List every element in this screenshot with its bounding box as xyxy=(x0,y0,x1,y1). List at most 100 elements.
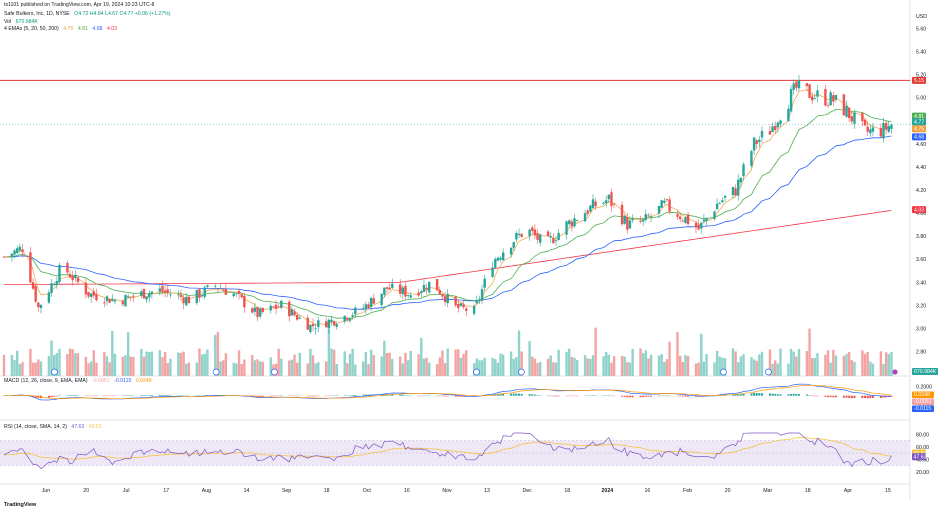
volume-bar xyxy=(890,351,893,376)
candle-body xyxy=(39,304,43,309)
candle-body xyxy=(372,298,375,304)
candle-body xyxy=(214,285,217,287)
macd-histogram-bar xyxy=(845,395,848,398)
volume-bar xyxy=(50,340,53,376)
volume-bar xyxy=(758,354,761,376)
volume-bar xyxy=(76,353,80,376)
candle-body xyxy=(861,112,864,122)
candle-body xyxy=(501,252,505,261)
rsi-ma-line xyxy=(3,437,892,460)
volume-bar xyxy=(557,349,560,376)
price-tag xyxy=(912,112,926,120)
volume-bar xyxy=(509,351,513,376)
macd-histogram-bar xyxy=(314,395,317,397)
volume-bar xyxy=(853,361,856,376)
volume-bar xyxy=(808,328,811,376)
macd-histogram-bar xyxy=(824,395,827,397)
macd-histogram-bar xyxy=(354,394,357,396)
candle-body xyxy=(805,83,809,87)
volume-bar xyxy=(721,357,724,376)
candle-body xyxy=(417,292,420,296)
volume-bar xyxy=(288,360,291,376)
signal-line xyxy=(4,384,892,400)
macd-histogram-bar xyxy=(520,393,523,396)
macd-histogram-bar xyxy=(380,394,383,396)
candle-body xyxy=(607,194,611,200)
macd-histogram-bar xyxy=(864,395,867,399)
macd-histogram-bar xyxy=(771,393,774,396)
volume-bar xyxy=(16,350,19,376)
candle-body xyxy=(406,295,410,296)
macd-histogram-bar xyxy=(150,395,153,396)
candle-body xyxy=(811,96,814,101)
candle-body xyxy=(272,306,275,308)
volume-bar xyxy=(398,356,402,376)
macd-histogram-bar xyxy=(348,395,351,396)
candle-body xyxy=(84,282,88,295)
macd-histogram-bar xyxy=(768,393,771,396)
candle-body xyxy=(575,220,579,222)
macd-tag xyxy=(912,398,934,405)
price-tick-label: 3.40 xyxy=(916,280,926,286)
volume-bar xyxy=(409,350,412,376)
macd-histogram-bar xyxy=(787,394,790,396)
candle-body xyxy=(243,295,246,308)
macd-histogram-bar xyxy=(34,395,37,398)
candle-body xyxy=(869,129,872,134)
candle-body xyxy=(457,303,460,309)
candle-body xyxy=(256,307,259,318)
candle-body xyxy=(739,177,743,183)
candle-body xyxy=(554,240,558,242)
candle-body xyxy=(483,278,486,288)
candle-body xyxy=(309,324,312,333)
candle-body xyxy=(314,328,317,330)
volume-bar xyxy=(832,349,835,376)
candle-body xyxy=(74,274,77,279)
macd-histogram-bar xyxy=(755,393,758,396)
macd-histogram-bar xyxy=(74,395,77,396)
volume-bar xyxy=(145,351,148,376)
candle-body xyxy=(649,215,653,217)
volume-bar xyxy=(2,354,6,376)
volume-bar xyxy=(425,357,428,376)
volume-bar xyxy=(124,355,127,376)
candle-body xyxy=(776,122,780,128)
candle-body xyxy=(66,263,69,273)
candle-body xyxy=(330,319,333,322)
macd-histogram-bar xyxy=(459,395,462,397)
volume-bar xyxy=(235,363,238,376)
macd-histogram-bar xyxy=(639,395,642,398)
candle-body xyxy=(626,216,629,230)
volume-bar xyxy=(845,353,848,376)
macd-histogram-bar xyxy=(39,395,42,399)
macd-histogram-bar xyxy=(555,395,558,397)
macd-histogram-bar xyxy=(510,393,513,396)
price-tick-label: 3.20 xyxy=(916,303,926,309)
macd-histogram-bar xyxy=(367,394,370,396)
candle-body xyxy=(348,318,352,321)
candle-body xyxy=(52,284,56,286)
price-tag xyxy=(912,76,926,84)
macd-histogram-bar xyxy=(890,395,893,397)
volume-bar xyxy=(565,351,568,376)
macd-histogram-bar xyxy=(401,394,404,396)
macd-histogram-bar xyxy=(790,393,793,396)
volume-bar xyxy=(89,361,93,376)
candle-body xyxy=(509,247,513,255)
macd-histogram-bar xyxy=(148,395,151,396)
macd-hist-value: -0.0051 xyxy=(92,378,110,384)
price-tick-label: 4.20 xyxy=(916,188,926,194)
candle-body xyxy=(604,200,608,204)
candle-body xyxy=(631,218,634,221)
candle-body xyxy=(380,293,383,305)
macd-histogram-bar xyxy=(158,394,161,396)
volume-bar xyxy=(240,364,243,376)
candle-body xyxy=(132,295,135,297)
volume-bar xyxy=(610,362,613,376)
volume-bar xyxy=(314,363,317,376)
volume-bar xyxy=(140,348,143,376)
volume-bar xyxy=(346,363,349,376)
macd-histogram-bar xyxy=(391,394,394,396)
ema200-line xyxy=(4,210,892,286)
